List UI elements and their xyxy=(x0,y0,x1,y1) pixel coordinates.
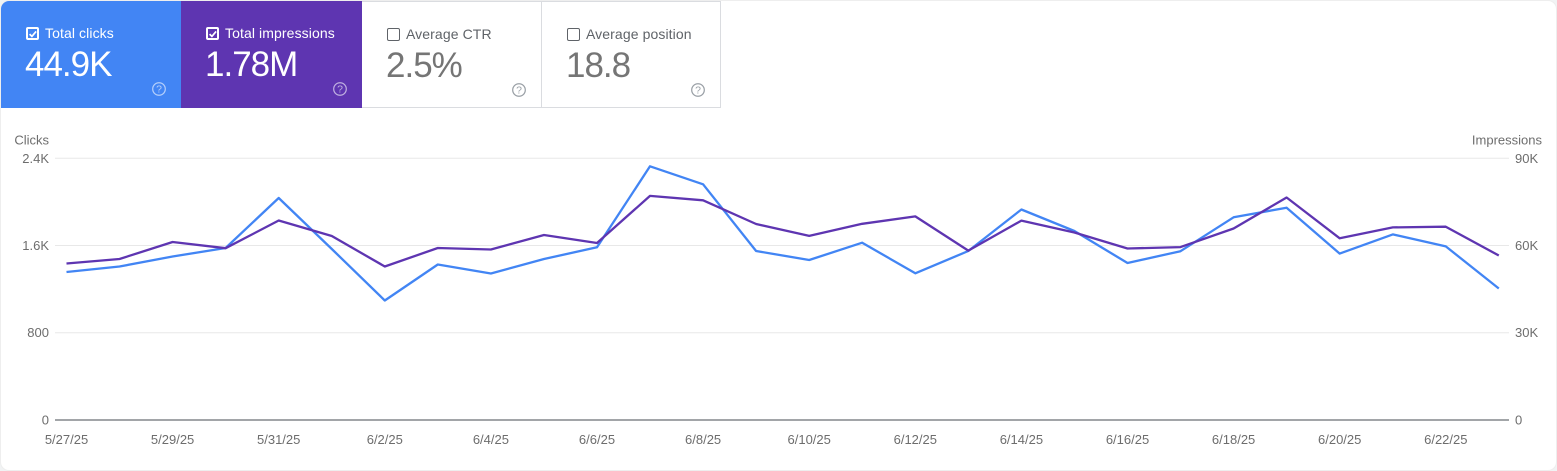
svg-text:0: 0 xyxy=(42,412,49,427)
svg-text:Clicks: Clicks xyxy=(14,133,49,148)
svg-text:?: ? xyxy=(337,84,343,96)
svg-text:90K: 90K xyxy=(1515,151,1538,166)
svg-text:6/6/25: 6/6/25 xyxy=(579,432,615,447)
svg-text:800: 800 xyxy=(27,325,49,340)
svg-text:?: ? xyxy=(695,85,701,97)
svg-text:5/27/25: 5/27/25 xyxy=(45,432,88,447)
svg-text:6/16/25: 6/16/25 xyxy=(1106,432,1149,447)
svg-text:6/18/25: 6/18/25 xyxy=(1212,432,1255,447)
svg-text:5/31/25: 5/31/25 xyxy=(257,432,300,447)
svg-text:2.4K: 2.4K xyxy=(22,151,49,166)
svg-text:6/8/25: 6/8/25 xyxy=(685,432,721,447)
svg-text:5/29/25: 5/29/25 xyxy=(151,432,194,447)
svg-text:6/14/25: 6/14/25 xyxy=(1000,432,1043,447)
svg-text:Impressions: Impressions xyxy=(1472,133,1543,148)
svg-text:?: ? xyxy=(156,84,162,96)
svg-text:6/10/25: 6/10/25 xyxy=(788,432,831,447)
svg-text:6/20/25: 6/20/25 xyxy=(1318,432,1361,447)
svg-text:6/22/25: 6/22/25 xyxy=(1424,432,1467,447)
svg-text:30K: 30K xyxy=(1515,325,1538,340)
svg-text:?: ? xyxy=(516,85,522,97)
svg-text:60K: 60K xyxy=(1515,238,1538,253)
svg-text:6/4/25: 6/4/25 xyxy=(473,432,509,447)
svg-text:6/12/25: 6/12/25 xyxy=(894,432,937,447)
svg-text:6/2/25: 6/2/25 xyxy=(367,432,403,447)
svg-text:0: 0 xyxy=(1515,412,1522,427)
svg-text:1.6K: 1.6K xyxy=(22,238,49,253)
